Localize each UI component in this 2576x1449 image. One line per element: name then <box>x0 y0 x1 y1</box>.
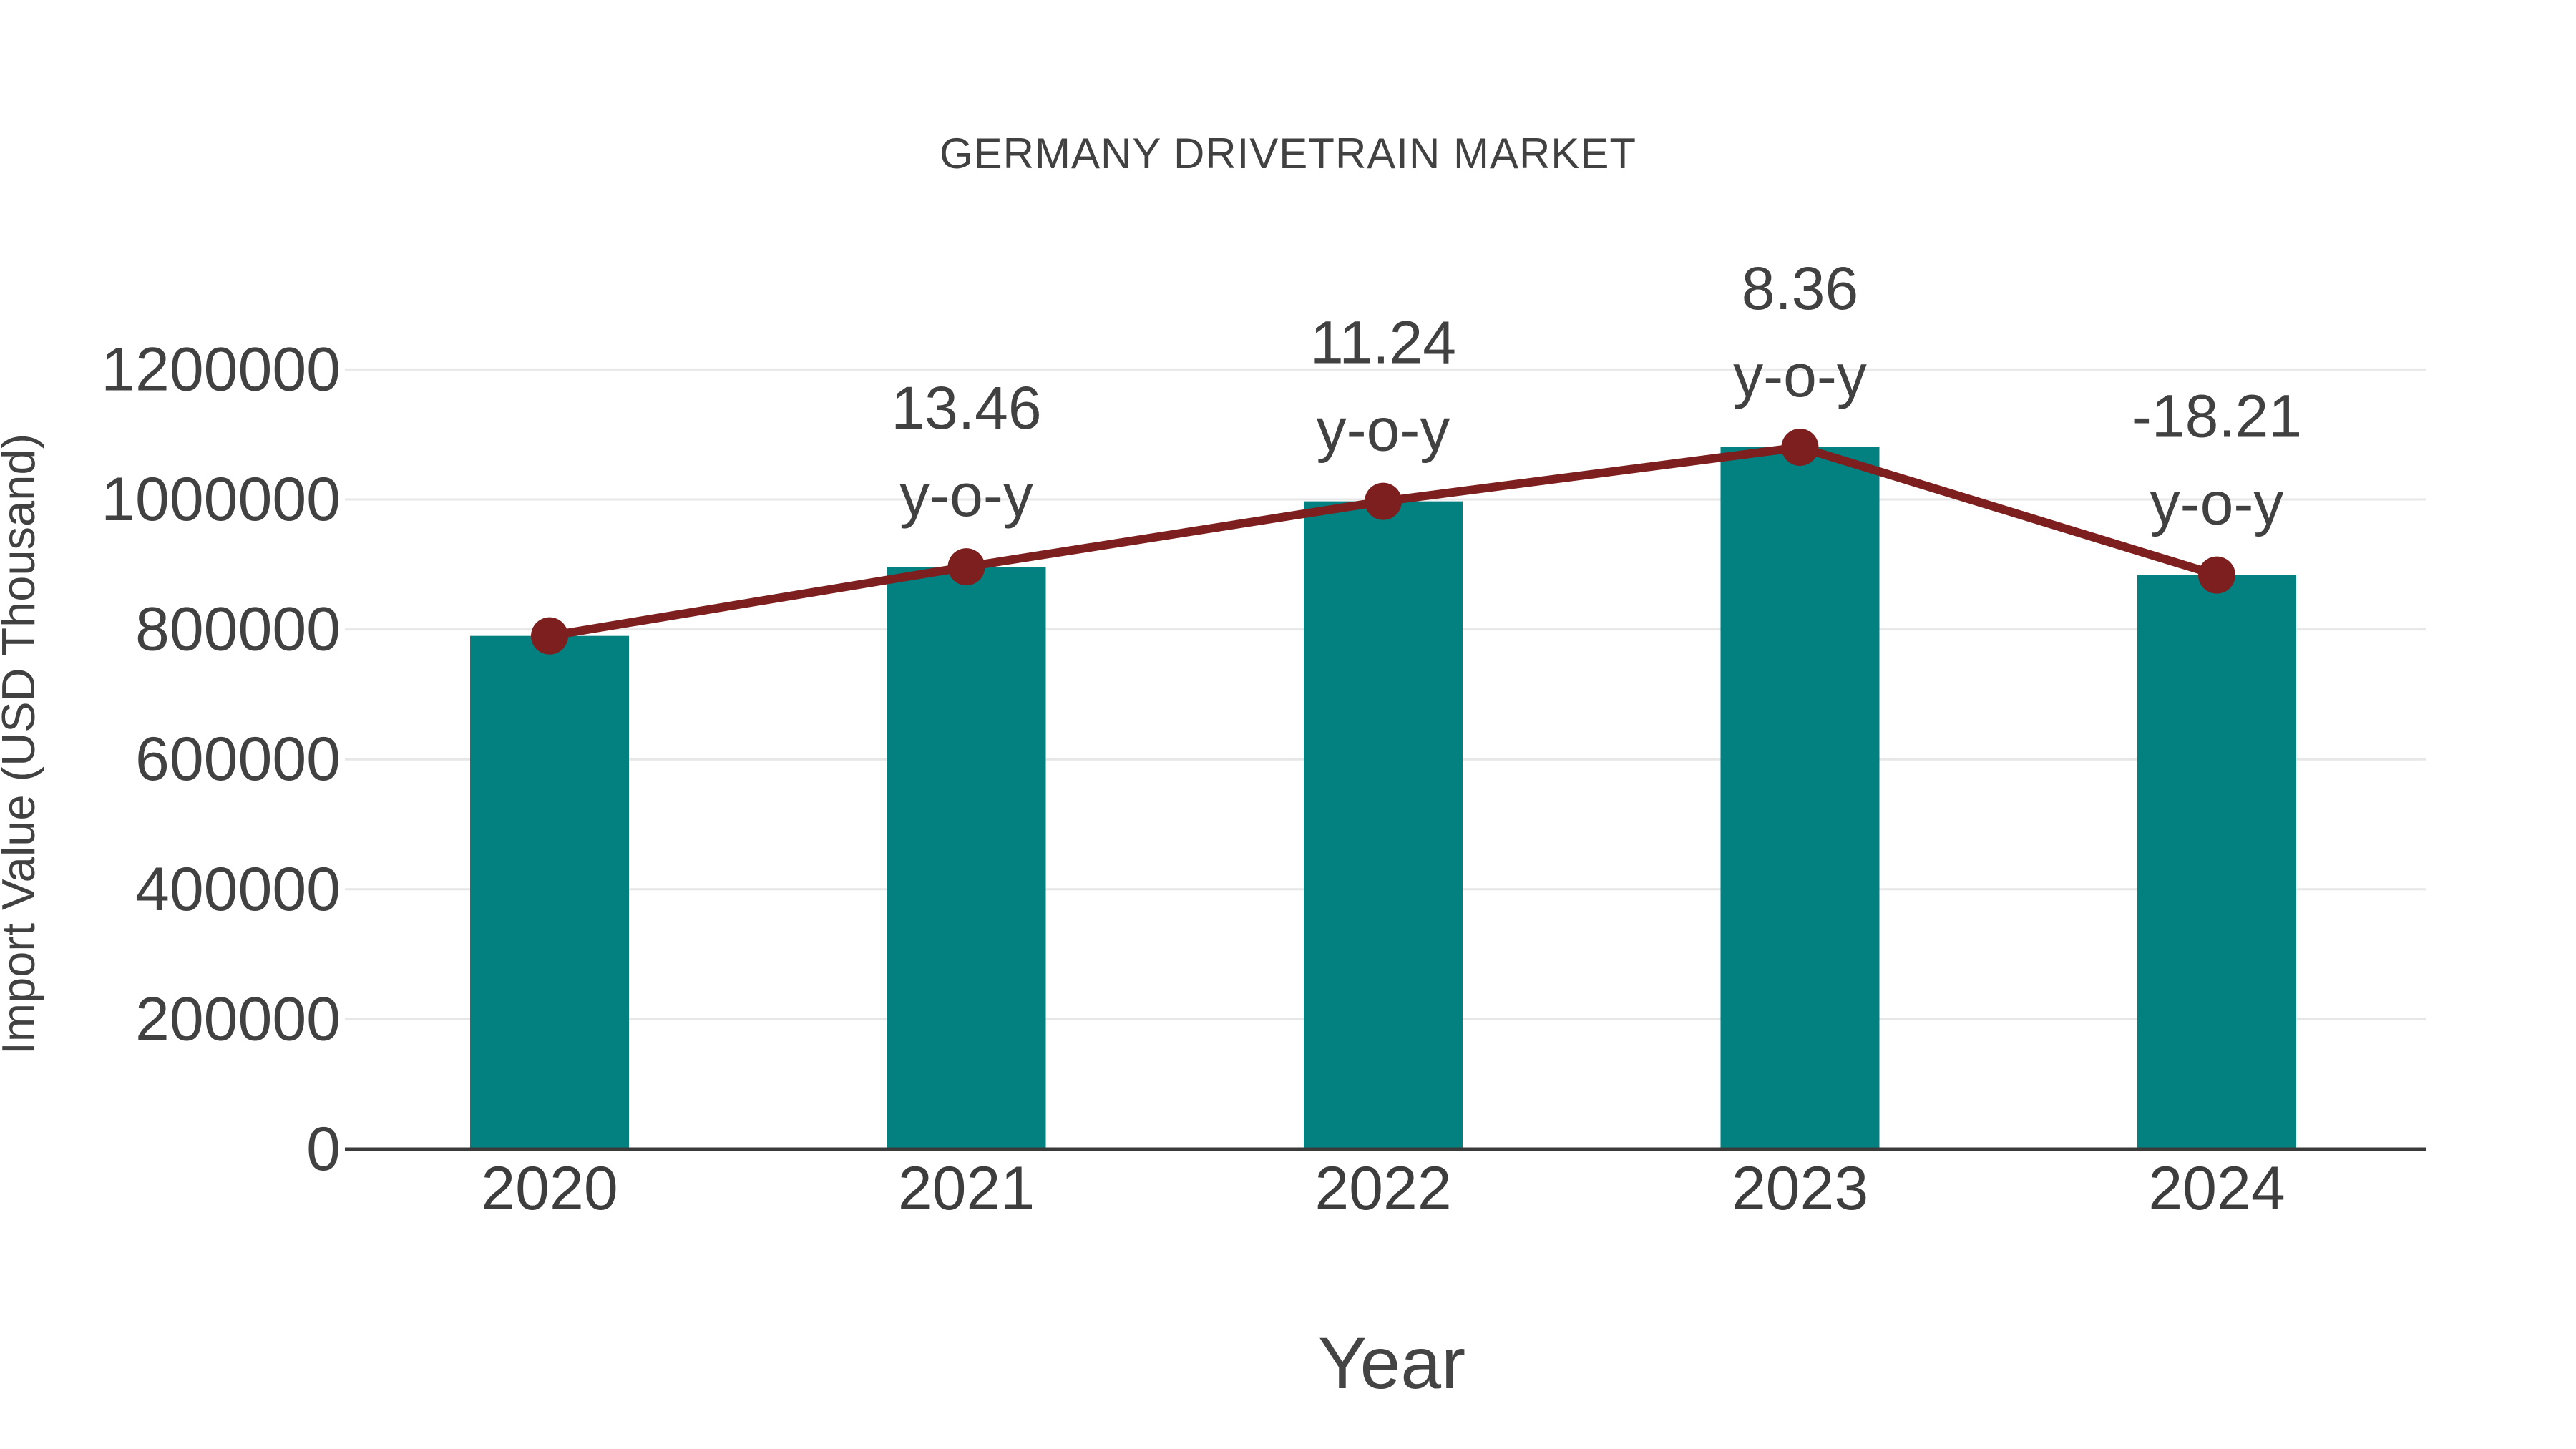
yoy-value-2023: 8.36 <box>1742 255 1859 322</box>
x-axis-label: Year <box>1318 1322 1465 1404</box>
trend-marker-2023 <box>1781 428 1819 466</box>
trend-marker-2021 <box>947 548 985 586</box>
x-tick-2021: 2021 <box>898 1154 1035 1223</box>
yoy-suffix-2021: y-o-y <box>899 462 1033 529</box>
yoy-value-2024: -18.21 <box>2132 383 2302 450</box>
trend-marker-2020 <box>531 617 568 655</box>
yoy-annotations: 13.46 y-o-y 11.24 y-o-y 8.36 y-o-y -18.21 y-o-y <box>891 255 2302 537</box>
trend-marker-2024 <box>2198 556 2235 594</box>
x-tick-2022: 2022 <box>1314 1154 1451 1223</box>
x-axis-tick-labels: 2020 2021 2022 2023 2024 <box>481 1154 2285 1223</box>
y-tick-1000000: 1000000 <box>101 465 341 534</box>
yoy-suffix-2022: y-o-y <box>1317 396 1450 464</box>
bar-2022 <box>1304 501 1463 1149</box>
y-axis-tick-labels: 0 200000 400000 600000 800000 1000000 1200000 <box>101 335 341 1184</box>
x-tick-2020: 2020 <box>481 1154 618 1223</box>
yoy-suffix-2023: y-o-y <box>1733 342 1867 409</box>
yoy-suffix-2024: y-o-y <box>2150 470 2284 537</box>
bars <box>470 447 2296 1149</box>
trend-line <box>531 428 2235 655</box>
chart-title: GERMANY DRIVETRAIN MARKET <box>940 130 1636 177</box>
x-tick-2024: 2024 <box>2148 1154 2285 1223</box>
bar-2024 <box>2137 575 2296 1149</box>
y-tick-200000: 200000 <box>135 985 341 1053</box>
x-tick-2023: 2023 <box>1732 1154 1868 1223</box>
y-tick-600000: 600000 <box>135 725 341 794</box>
trend-marker-2022 <box>1365 482 1402 520</box>
y-tick-1200000: 1200000 <box>101 335 341 404</box>
y-tick-400000: 400000 <box>135 855 341 924</box>
yoy-value-2021: 13.46 <box>891 374 1041 441</box>
y-axis-label: Import Value (USD Thousand) <box>0 434 44 1055</box>
bar-2023 <box>1720 447 1880 1149</box>
yoy-value-2022: 11.24 <box>1310 309 1456 376</box>
y-tick-800000: 800000 <box>135 595 341 664</box>
bar-2021 <box>887 567 1046 1149</box>
bar-2020 <box>470 635 629 1149</box>
y-tick-0: 0 <box>306 1115 341 1184</box>
